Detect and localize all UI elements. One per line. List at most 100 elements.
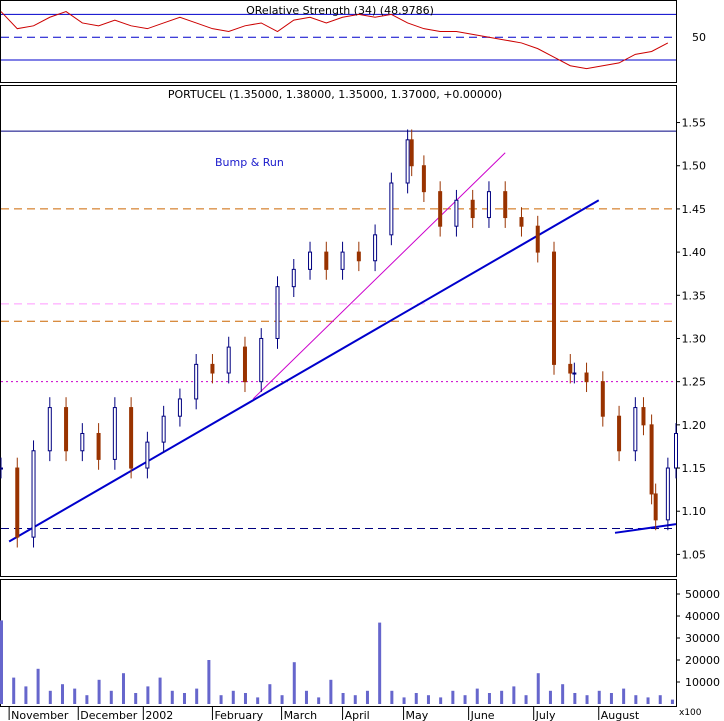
x-tick-label: November [11, 709, 69, 721]
volume-bar [292, 662, 296, 704]
volume-unit-label: x100 [679, 708, 702, 718]
volume-bar [658, 695, 662, 704]
volume-bar [170, 690, 174, 704]
price-panel: 1.05 1.10 1.15 1.20 1.25 1.30 1.35 1.40 1.45 1.50… [0, 117, 707, 561]
price-candle [96, 432, 101, 460]
bump-and-run-annotation: Bump & Run [215, 156, 284, 169]
volume-bar [378, 622, 382, 704]
volume-y-tick-label: 10000 [685, 676, 720, 689]
volume-bar [463, 695, 467, 704]
volume-bar [219, 695, 223, 704]
x-tick-label: April [345, 709, 370, 721]
volume-bar [670, 699, 674, 704]
rs-y-tick-label: 50 [692, 31, 706, 44]
price-y-tick-label: 1.30 [682, 332, 707, 345]
price-candle [665, 467, 670, 521]
price-candle [15, 467, 20, 538]
volume-bar [646, 697, 650, 704]
price-candle [291, 268, 296, 288]
x-axis: November December 2002 February March April Ma… [8, 706, 640, 721]
volume-bar [146, 686, 150, 704]
x-tick-label: March [284, 709, 318, 721]
volume-bar [402, 697, 406, 704]
x-tick-label: August [601, 709, 640, 721]
volume-bar [231, 690, 235, 704]
volume-bar [548, 690, 552, 704]
volume-bar [207, 660, 211, 704]
volume-bar [85, 695, 89, 704]
volume-bar [268, 684, 272, 704]
volume-bar [524, 695, 528, 704]
volume-bar [73, 688, 77, 704]
price-candle [409, 139, 414, 167]
volume-bar [487, 693, 491, 704]
price-candle [600, 381, 605, 417]
volume-y-tick-label: 40000 [685, 610, 720, 623]
volume-bar [195, 688, 199, 704]
volume-bar [182, 693, 186, 704]
price-candle [470, 199, 475, 219]
volume-bar [536, 673, 540, 704]
trendline-1 [252, 152, 506, 400]
volume-y-tick-label: 30000 [685, 632, 720, 645]
volume-bar [0, 620, 3, 704]
price-candle [572, 372, 577, 375]
price-candle [31, 450, 36, 538]
volume-bar [341, 693, 345, 704]
price-candle [177, 398, 182, 417]
volume-bar [24, 686, 28, 704]
price-candle [356, 251, 361, 262]
price-candle [324, 251, 329, 270]
rs-panel: 50 [0, 10, 706, 70]
price-candle [649, 424, 654, 495]
price-candle [584, 372, 589, 383]
volume-bar [256, 697, 260, 704]
price-candle [340, 251, 345, 270]
volume-bar [317, 697, 321, 704]
price-candle [373, 234, 378, 262]
price-candle [389, 182, 394, 236]
price-candle [194, 363, 199, 400]
x-tick-label: July [535, 709, 556, 721]
volume-bar [158, 677, 162, 704]
price-y-tick-label: 1.25 [682, 376, 707, 389]
volume-bar [475, 688, 479, 704]
volume-bar [243, 693, 247, 704]
volume-bar [97, 679, 101, 704]
x-tick-label: June [470, 709, 495, 721]
x-tick-label: 2002 [145, 709, 173, 721]
volume-bar [561, 684, 565, 704]
volume-bar [280, 695, 284, 704]
price-y-tick-label: 1.50 [682, 160, 707, 173]
volume-y-tick-label: 20000 [685, 654, 720, 667]
volume-bar [48, 690, 52, 704]
price-candle [161, 415, 166, 443]
price-candle [64, 407, 69, 452]
price-candle [674, 432, 678, 469]
volume-bar [634, 695, 638, 704]
price-candle [617, 415, 622, 452]
price-panel-frame [0, 85, 677, 577]
x-tick-label: May [406, 709, 429, 721]
volume-bar [597, 690, 601, 704]
price-candle [259, 337, 264, 383]
x-tick-label: December [80, 709, 138, 721]
volume-bar [109, 690, 113, 704]
price-candle [405, 139, 410, 184]
volume-bar [134, 693, 138, 704]
price-candle [438, 191, 443, 227]
price-candle [535, 225, 540, 253]
price-y-tick-label: 1.05 [682, 548, 707, 561]
volume-bar [573, 693, 577, 704]
price-candle [112, 407, 117, 460]
price-candle [568, 363, 573, 374]
price-candle [503, 191, 508, 219]
price-candle [454, 199, 459, 227]
price-y-tick-label: 1.45 [682, 203, 707, 216]
volume-bar [585, 695, 589, 704]
rs-title: ORelative Strength (34) (48.9786) [246, 4, 434, 17]
trendline-0 [8, 199, 600, 543]
price-candle [421, 165, 426, 193]
price-candle [0, 467, 3, 470]
